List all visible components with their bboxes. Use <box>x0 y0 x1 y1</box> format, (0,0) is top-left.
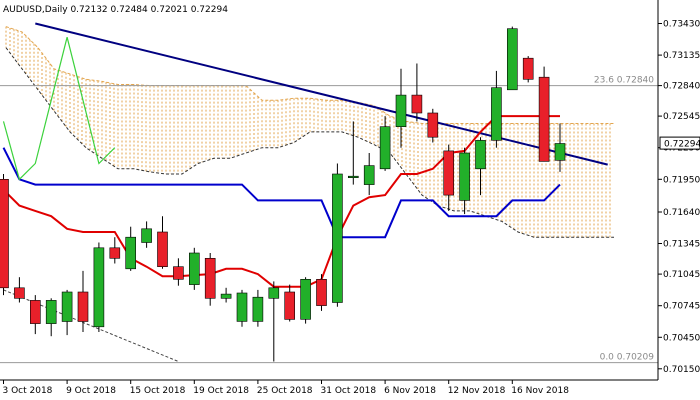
bull-candle <box>61 291 73 322</box>
bull-candle <box>554 143 566 161</box>
price-tick-label: 0.73430 <box>663 20 700 30</box>
bear-candle <box>77 291 89 322</box>
time-tick-label: 16 Nov 2018 <box>511 386 569 396</box>
bear-candle <box>284 291 296 320</box>
price-tick-label: 0.71345 <box>663 240 700 250</box>
bull-candle <box>220 293 232 299</box>
bull-candle <box>475 140 486 170</box>
descending-trendline <box>35 22 608 166</box>
bull-candle <box>252 296 264 322</box>
time-tick-label: 19 Oct 2018 <box>193 386 249 396</box>
bear-candle <box>316 278 327 306</box>
time-tick-label: 9 Oct 2018 <box>66 386 116 396</box>
bull-candle <box>268 287 280 299</box>
tenkan-line <box>2 115 560 288</box>
chart-header: AUDUSD,Daily 0.72132 0.72484 0.72021 0.7… <box>3 5 228 15</box>
bull-candle <box>506 28 518 91</box>
bear-candle <box>411 94 423 114</box>
time-tick-label: 6 Nov 2018 <box>384 386 436 396</box>
time-tick-label: 3 Oct 2018 <box>3 386 53 396</box>
bear-candle <box>538 76 550 162</box>
fib-level-label: 0.0 0.70209 <box>600 353 655 363</box>
kijun-line <box>2 147 561 239</box>
bull-candle <box>379 126 391 170</box>
price-tick-label: 0.71950 <box>663 175 700 185</box>
bear-candle <box>0 179 9 289</box>
bull-candle <box>189 252 200 285</box>
price-tick-label: 0.71045 <box>663 270 700 280</box>
current-price-box <box>659 136 700 150</box>
bull-candle <box>236 292 248 322</box>
current-price-marker: 0.72294 <box>659 136 700 150</box>
cloud-span-b <box>5 47 614 238</box>
bear-candle <box>157 231 168 268</box>
bull-candle <box>395 94 407 127</box>
bear-candle <box>109 247 121 259</box>
bull-candle <box>491 87 502 141</box>
bear-candle <box>14 287 25 299</box>
time-tick-label: 31 Oct 2018 <box>321 386 377 396</box>
price-tick-label: 0.70745 <box>663 302 700 312</box>
time-tick-label: 12 Nov 2018 <box>448 386 506 396</box>
bull-candle <box>459 152 470 201</box>
time-tick-label: 25 Oct 2018 <box>257 386 313 396</box>
price-tick-label: 0.72840 <box>663 82 700 92</box>
bear-candle <box>204 257 216 299</box>
current-price-label: 0.72294 <box>664 140 700 150</box>
ichimoku-cloud <box>5 26 614 238</box>
price-tick-label: 0.72545 <box>663 112 700 122</box>
bull-candle <box>300 278 311 320</box>
bull-candle <box>347 175 359 178</box>
price-tick-label: 0.71640 <box>663 208 700 218</box>
bull-candle <box>125 236 136 270</box>
lagging-span-line <box>3 289 179 362</box>
bear-candle <box>29 300 41 324</box>
bull-candle <box>141 228 152 243</box>
bull-candle <box>332 173 343 303</box>
time-axis: 3 Oct 2018 9 Oct 2018 15 Oct 2018 19 Oct 20… <box>3 380 569 396</box>
bull-candle <box>93 247 105 328</box>
bear-candle <box>173 266 184 280</box>
chikou-line <box>2 37 116 181</box>
symbol-label: AUDUSD,Daily 0.72132 0.72484 0.72021 0.7… <box>3 5 228 15</box>
price-tick-label: 0.73135 <box>663 51 700 61</box>
bull-candle <box>45 300 57 324</box>
price-tick-label: 0.70150 <box>663 365 700 375</box>
cloud-span-a <box>5 26 614 124</box>
price-tick-label: 0.70450 <box>663 333 700 343</box>
bear-candle <box>427 112 439 138</box>
bear-candle <box>443 150 455 196</box>
time-tick-label: 15 Oct 2018 <box>130 386 186 396</box>
bull-candle <box>363 165 375 185</box>
price-axis: 0.734300.731350.728400.725450.722500.719… <box>0 0 700 381</box>
candlestick-series <box>0 26 566 362</box>
fib-level-label: 23.6 0.72840 <box>594 76 654 86</box>
bear-candle <box>522 57 534 80</box>
